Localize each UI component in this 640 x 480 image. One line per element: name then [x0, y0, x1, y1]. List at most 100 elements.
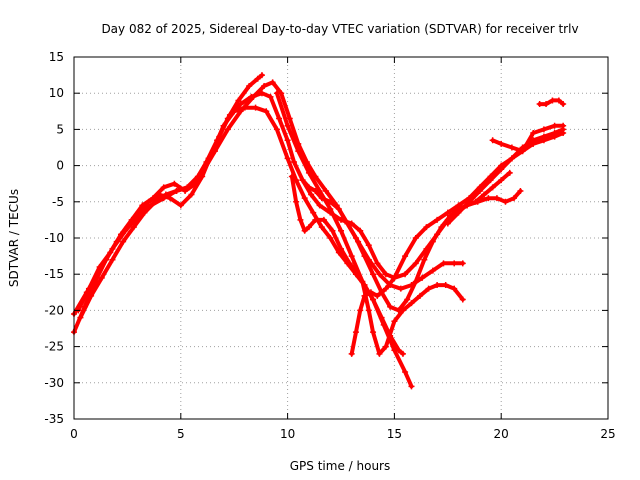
y-tick-label: -35: [44, 412, 64, 426]
x-tick-label: 25: [600, 427, 615, 441]
data-point: [235, 97, 242, 104]
data-point: [261, 82, 268, 89]
data-point: [288, 173, 295, 180]
data-point: [77, 314, 84, 321]
y-tick-label: -20: [44, 303, 64, 317]
data-point: [295, 148, 302, 155]
data-point: [348, 253, 355, 260]
data-point: [252, 104, 259, 111]
data-point: [402, 368, 409, 375]
data-point: [177, 202, 184, 209]
data-point: [472, 198, 479, 205]
data-point: [327, 198, 334, 205]
data-point: [402, 271, 409, 278]
series-track-7: [288, 173, 406, 357]
data-point: [357, 307, 364, 314]
data-point: [152, 198, 159, 205]
data-point: [365, 307, 372, 314]
data-point: [361, 253, 368, 260]
data-point: [85, 285, 92, 292]
data-point: [88, 292, 95, 299]
data-point: [519, 148, 526, 155]
y-tick-label: -15: [44, 267, 64, 281]
data-point: [224, 115, 231, 122]
data-point: [395, 347, 402, 354]
data-point: [560, 101, 567, 108]
data-point: [423, 224, 430, 231]
data-point: [318, 195, 325, 202]
y-tick-label: -10: [44, 231, 64, 245]
data-point: [344, 220, 351, 227]
data-point: [540, 133, 547, 140]
data-point: [466, 198, 473, 205]
data-point: [374, 292, 381, 299]
data-point: [263, 108, 270, 115]
data-point: [493, 195, 500, 202]
data-point: [502, 198, 509, 205]
data-point: [286, 115, 293, 122]
axis-ticks: 0 5 10 15 20 25 15 10 5 0 -5 -10 -15 -20 -25 -30 -35: [44, 50, 615, 441]
series-track-9: [444, 126, 567, 227]
data-point: [352, 329, 359, 336]
data-point: [399, 350, 406, 357]
data-point: [141, 209, 148, 216]
data-point: [320, 216, 327, 223]
data-point: [376, 350, 383, 357]
data-point: [284, 122, 291, 129]
data-point: [107, 249, 114, 256]
data-point: [402, 253, 409, 260]
data-point: [382, 271, 389, 278]
y-tick-label: 15: [49, 50, 64, 64]
data-point: [485, 195, 492, 202]
data-point: [188, 191, 195, 198]
data-point: [182, 187, 189, 194]
series-track-10: [489, 122, 567, 155]
data-point: [451, 260, 458, 267]
data-point: [301, 227, 308, 234]
data-point: [419, 274, 426, 281]
data-point: [560, 122, 567, 129]
data-point: [481, 191, 488, 198]
data-point: [444, 209, 451, 216]
data-point: [498, 177, 505, 184]
data-point: [284, 155, 291, 162]
data-point: [305, 224, 312, 231]
data-point: [395, 307, 402, 314]
data-point: [412, 278, 419, 285]
data-point: [310, 209, 317, 216]
data-point: [338, 227, 344, 234]
series-track-4: [75, 72, 265, 314]
grid-lines: [74, 57, 608, 419]
data-point: [412, 260, 419, 267]
data-point: [408, 383, 415, 390]
data-point: [299, 177, 306, 184]
data-point: [173, 187, 180, 194]
data-point: [305, 184, 312, 191]
data-point: [269, 79, 276, 86]
y-tick-label: 5: [56, 122, 64, 136]
data-point: [308, 191, 315, 198]
y-tick-label: 0: [56, 159, 64, 173]
data-point: [96, 263, 103, 270]
data-point: [273, 90, 280, 97]
data-point: [370, 271, 377, 278]
data-point: [267, 93, 274, 100]
series-track-11: [536, 97, 567, 108]
data-point: [540, 126, 547, 133]
data-point: [374, 260, 381, 267]
data-point: [258, 72, 265, 79]
data-point: [425, 285, 432, 292]
data-point: [291, 158, 298, 165]
data-point: [160, 184, 167, 191]
data-point: [543, 101, 550, 108]
data-point: [323, 187, 330, 194]
data-point: [397, 285, 404, 292]
data-point: [487, 177, 494, 184]
x-tick-label: 0: [70, 427, 78, 441]
chart-title: Day 082 of 2025, Sidereal Day-to-day VTE…: [101, 22, 578, 36]
data-point: [455, 202, 462, 209]
data-point: [117, 231, 124, 238]
x-tick-label: 10: [280, 427, 295, 441]
data-point: [451, 285, 458, 292]
